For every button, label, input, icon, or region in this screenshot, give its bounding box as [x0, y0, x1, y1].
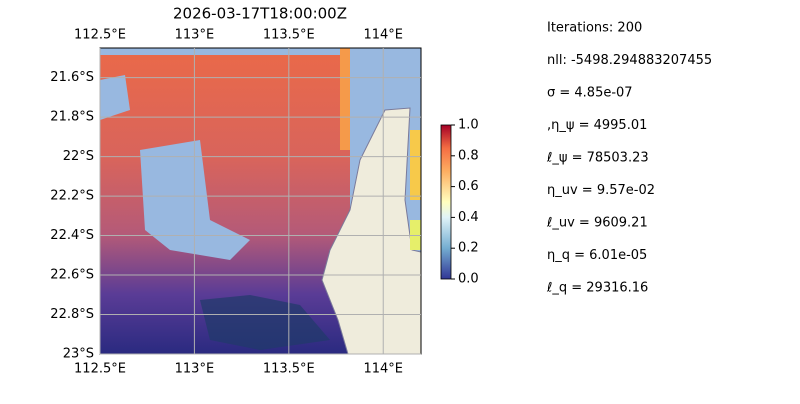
y-tick-label: 23°S — [63, 347, 94, 362]
y-tick-label: 21.8°S — [50, 110, 94, 125]
stat-line: Iterations: 200 — [547, 21, 642, 36]
stat-line: σ = 4.85e-07 — [547, 86, 633, 101]
y-tick-label: 22.4°S — [50, 228, 94, 243]
x-tick-label-top: 114°E — [363, 28, 403, 43]
stat-line: nll: -5498.294883207455 — [547, 53, 712, 68]
colorbar-tick-label: 0.4 — [458, 210, 479, 225]
colorbar — [440, 124, 452, 280]
stat-line: ℓ_q = 29316.16 — [546, 281, 648, 296]
x-tick-label-bottom: 113.5°E — [263, 362, 315, 377]
x-tick-label-bottom: 114°E — [363, 362, 403, 377]
stat-line: ,η_ψ = 4995.01 — [547, 118, 647, 133]
colorbar-tick-label: 0.0 — [458, 272, 479, 287]
y-tick-label: 22.6°S — [50, 268, 94, 283]
stat-line: η_q = 6.01e-05 — [547, 248, 647, 263]
x-tick-label-top: 113.5°E — [263, 28, 315, 43]
x-tick-label-top: 113°E — [175, 28, 215, 43]
stat-line: η_uv = 9.57e-02 — [547, 183, 655, 198]
y-tick-label: 22.8°S — [50, 307, 94, 322]
colorbar-tick-label: 1.0 — [458, 118, 479, 133]
stat-line: ℓ_ψ = 78503.23 — [546, 151, 649, 166]
colorbar-tick-label: 0.2 — [458, 241, 479, 256]
x-tick-label-top: 112.5°E — [74, 28, 126, 43]
x-tick-label-bottom: 112.5°E — [74, 362, 126, 377]
colorbar-tick-label: 0.6 — [458, 179, 479, 194]
y-tick-label: 22°S — [63, 149, 94, 164]
y-tick-label: 22.2°S — [50, 189, 94, 204]
title: 2026-03-17T18:00:00Z — [173, 5, 347, 23]
y-tick-label: 21.6°S — [50, 70, 94, 85]
colorbar-tick-label: 0.8 — [458, 148, 479, 163]
x-tick-label-bottom: 113°E — [175, 362, 215, 377]
map-field — [100, 48, 421, 354]
stat-line: ℓ_uv = 9609.21 — [546, 216, 648, 231]
